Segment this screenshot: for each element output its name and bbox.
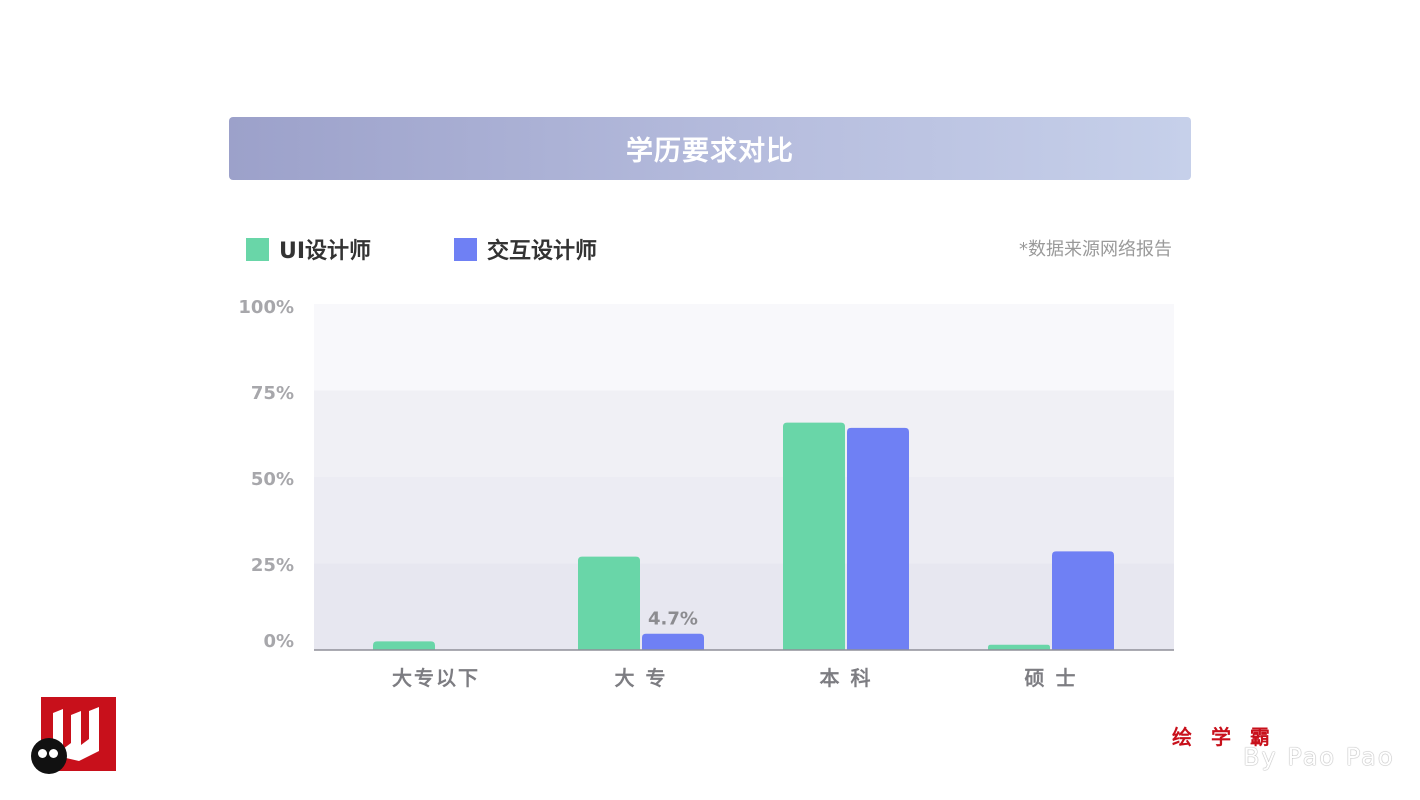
legend-label-ix: 交互设计师 [487,239,598,264]
w-glyph-icon [52,707,99,761]
bar-ix [642,633,704,650]
legend-swatch-ix [454,237,477,261]
bar-ix [847,427,909,650]
bar-ui [578,556,640,650]
y-tick-label: 100% [238,297,294,318]
legend-swatch-ui [246,237,269,261]
mascot-icon [31,738,67,774]
grid-band [314,304,1174,391]
bar-ix [1052,551,1114,650]
brand-name-cn: 绘 学 霸 [1172,725,1276,749]
x-tick-label: 硕 士 [1025,666,1078,690]
y-tick-label: 50% [251,469,294,490]
x-tick-label: 大专以下 [392,666,480,690]
x-tick-label: 大 专 [615,666,668,690]
bar-ui [988,644,1050,650]
legend-label-ui: UI设计师 [279,239,372,264]
legend-item-ui: UI设计师 [246,233,371,265]
brand-credit: By Pao Pao [1243,743,1395,771]
legend-item-ix: 交互设计师 [454,233,597,265]
grid-band [314,477,1174,564]
x-tick-label: 本 科 [820,666,873,690]
data-label: 4.7% [648,609,698,630]
grid-band [314,390,1174,477]
chart-title: 学历要求对比 [626,136,794,167]
bar-ui [373,641,435,650]
y-tick-label: 75% [251,383,294,404]
grid-band [314,563,1174,650]
y-tick-label: 0% [263,631,294,652]
source-note: *数据来源网络报告 [1019,239,1172,260]
bar-ui [783,422,845,650]
chart-title-bar: 学历要求对比 [229,117,1191,180]
y-tick-label: 25% [251,555,294,576]
